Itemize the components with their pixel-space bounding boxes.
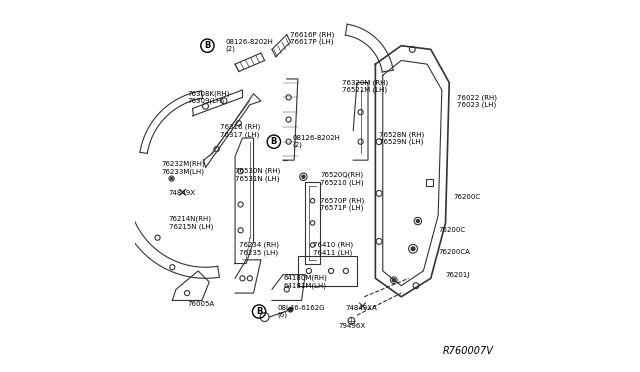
Text: 76234 (RH)
76235 (LH): 76234 (RH) 76235 (LH) [239,242,279,256]
Circle shape [411,247,415,251]
Text: 74849X: 74849X [168,190,196,196]
Text: B: B [271,137,277,146]
Text: 08126-8202H
(2): 08126-8202H (2) [292,135,340,148]
Text: 76308K(RH)
76309(LH): 76308K(RH) 76309(LH) [187,90,230,105]
Text: 76200C: 76200C [453,194,480,200]
Circle shape [392,279,396,282]
Text: 76616P (RH)
76617P (LH): 76616P (RH) 76617P (LH) [291,31,335,45]
Text: B: B [256,307,262,316]
Text: 76200C: 76200C [438,227,465,233]
Text: 08126-8202H
(2): 08126-8202H (2) [226,39,274,52]
Text: 76520Q(RH)
765210 (LH): 76520Q(RH) 765210 (LH) [320,171,364,186]
Circle shape [170,177,173,180]
Text: 76005A: 76005A [187,301,214,307]
Text: 76320M (RH)
76521M (LH): 76320M (RH) 76521M (LH) [342,79,388,93]
Text: 76214N(RH)
76215N (LH): 76214N(RH) 76215N (LH) [168,216,213,230]
Text: 08L46-6162G
(6): 08L46-6162G (6) [278,305,325,318]
Text: 76200CA: 76200CA [438,250,470,256]
Text: 76530N (RH)
76531N (LH): 76530N (RH) 76531N (LH) [235,168,280,182]
Text: 79496X: 79496X [339,323,365,329]
Text: B: B [204,41,211,50]
Text: 64180M(RH)
64181M(LH): 64180M(RH) 64181M(LH) [283,275,327,289]
Text: 76316 (RH)
76317 (LH): 76316 (RH) 76317 (LH) [220,124,260,138]
Circle shape [302,175,305,178]
Circle shape [288,308,292,312]
Text: 76022 (RH)
76023 (LH): 76022 (RH) 76023 (LH) [456,94,497,108]
Text: R760007V: R760007V [443,346,493,356]
Text: 74849XA: 74849XA [346,305,378,311]
Bar [426,179,433,186]
Text: 76232M(RH)
76233M(LH): 76232M(RH) 76233M(LH) [161,161,205,174]
Text: 76201J: 76201J [445,272,470,278]
Text: 76410 (RH)
76411 (LH): 76410 (RH) 76411 (LH) [312,242,353,256]
Circle shape [417,219,419,222]
Text: 76570P (RH)
76571P (LH): 76570P (RH) 76571P (LH) [320,198,364,211]
Text: 76528N (RH)
76529N (LH): 76528N (RH) 76529N (LH) [379,131,424,145]
